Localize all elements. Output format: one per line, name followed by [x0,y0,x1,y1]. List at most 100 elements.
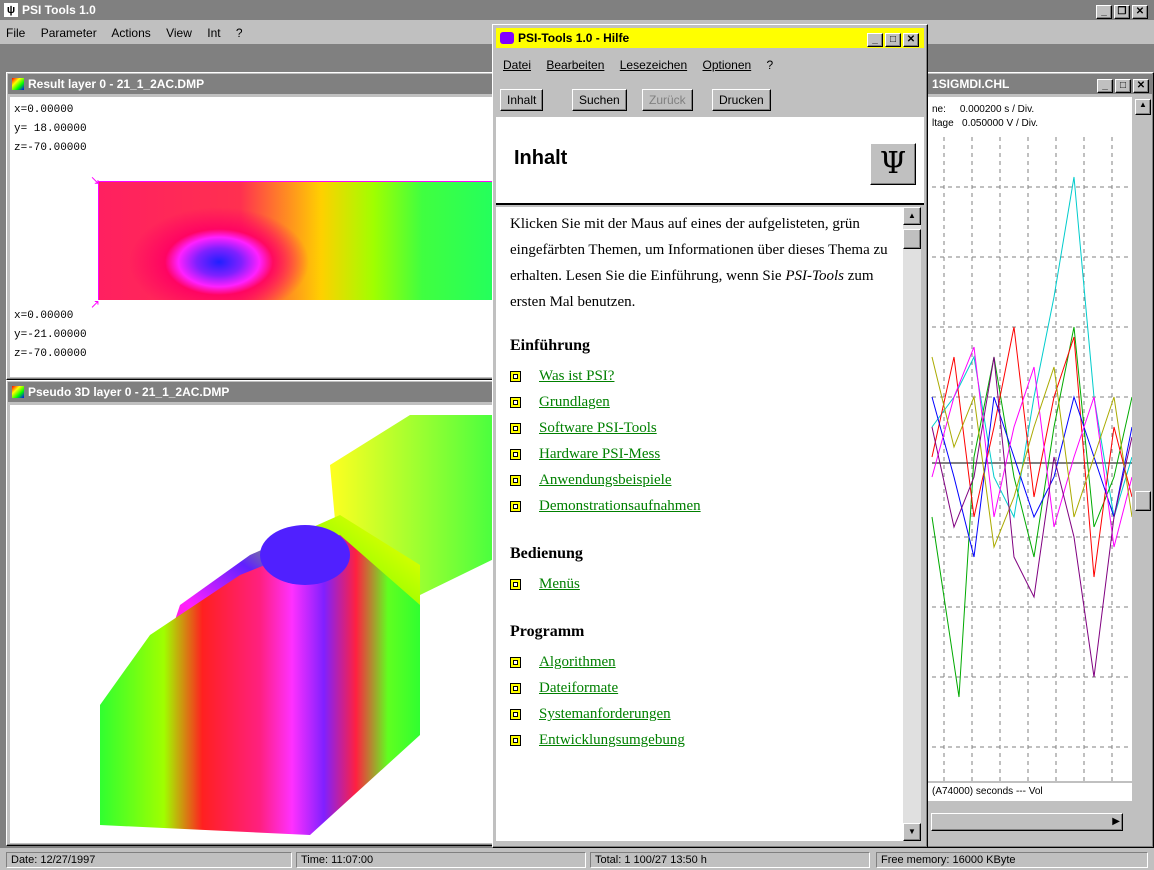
topic-link[interactable]: Menüs [539,576,580,592]
topic-link[interactable]: Hardware PSI-Mess [539,446,661,462]
time-label: ne: [932,104,946,115]
help-scroll-up-icon[interactable]: ▲ [903,207,921,225]
result-window-icon [12,78,24,90]
channel-titlebar[interactable]: 1SIGMDI.CHL [882,74,1152,94]
topic-link[interactable]: Algorithmen [539,654,616,670]
book-icon [510,500,521,512]
peak [260,525,350,585]
result-heatmap[interactable] [98,181,502,300]
menu-file[interactable]: File [6,26,26,40]
status-total: Total: 1 100/27 13:50 h [590,852,870,868]
coord-y-top: y= 18.00000 [14,123,87,135]
help-menu-options[interactable]: Optionen [702,58,752,72]
topic-item[interactable]: Was ist PSI? [510,363,898,389]
channel-vscroll-up[interactable]: ▲ [1135,99,1151,115]
help-menu-help[interactable]: ? [766,58,774,72]
book-icon [510,396,521,408]
help-maximize-icon[interactable]: □ [885,33,901,47]
coord-z-bottom: z=-70.00000 [14,348,87,360]
help-intro-end: zum ersten Mal benutzen. [510,268,874,310]
topic-item[interactable]: Menüs [510,571,898,597]
book-icon [510,578,521,590]
topic-item[interactable]: Entwicklungsumgebung [510,727,898,753]
app-logo-icon: ψ [4,3,18,17]
menu-actions[interactable]: Actions [111,26,151,40]
close-icon[interactable]: ✕ [1132,5,1148,19]
app-titlebar: ψ PSI Tools 1.0 [0,0,1154,20]
topic-item[interactable]: Anwendungsbeispiele [510,467,898,493]
scroll-right-icon[interactable]: ▶ [1112,816,1120,827]
help-menubar: Datei Bearbeiten Lesezeichen Optionen ? [503,55,785,75]
pseudo3d-plot [100,415,502,835]
block-front [100,535,420,835]
help-scroll-thumb[interactable] [903,229,921,249]
channel-footer-text: (A74000) seconds --- Vol [932,786,1043,797]
topic-link[interactable]: Anwendungsbeispiele [539,472,672,488]
channel-hscroll[interactable]: ▶ [931,813,1123,831]
help-window-icon [500,32,514,44]
menu-view[interactable]: View [166,26,192,40]
help-btn-print[interactable]: Drucken [712,89,771,111]
topic-item[interactable]: Dateiformate [510,675,898,701]
menu-parameter[interactable]: Parameter [40,26,97,40]
result-canvas[interactable]: x=0.00000 y= 18.00000 z=-70.00000 ↘ ↗ x=… [10,97,502,377]
channel-close-icon[interactable]: ✕ [1133,79,1149,93]
help-menu-file[interactable]: Datei [503,58,532,72]
help-menu-bookmarks[interactable]: Lesezeichen [619,58,688,72]
help-minimize-icon[interactable]: _ [867,33,883,47]
topic-link[interactable]: Entwicklungsumgebung [539,732,685,748]
restore-icon[interactable]: ❐ [1114,5,1130,19]
help-intro-text: Klicken Sie mit der Maus auf eines der a… [510,216,888,284]
book-icon [510,682,521,694]
channel-header: ne: 0.000200 s / Div. ltage 0.050000 V /… [932,103,1038,131]
book-icon [510,448,521,460]
help-menu-edit[interactable]: Bearbeiten [546,58,605,72]
topic-link[interactable]: Software PSI-Tools [539,420,657,436]
status-memory: Free memory: 16000 KByte [876,852,1148,868]
topic-item[interactable]: Grundlagen [510,389,898,415]
help-btn-back[interactable]: Zurück [642,89,693,111]
topic-link[interactable]: Systemanforderungen [539,706,671,722]
pseudo3d-window: Pseudo 3D layer 0 - 21_1_2AC.DMP [6,380,506,846]
topic-link[interactable]: Was ist PSI? [539,368,615,384]
book-icon [510,474,521,486]
topic-link[interactable]: Grundlagen [539,394,610,410]
app-menubar: File Parameter Actions View Int ? [6,22,486,44]
channel-vscroll-thumb[interactable] [1135,491,1151,511]
help-vscroll[interactable]: ▲ ▼ [903,207,921,841]
topic-item[interactable]: Software PSI-Tools [510,415,898,441]
help-btn-contents[interactable]: Inhalt [500,89,544,111]
channel-minimize-icon[interactable]: _ [1097,79,1113,93]
channel-window-controls: _ □ ✕ [1095,77,1149,93]
help-close-icon[interactable]: ✕ [903,33,919,47]
help-btn-search[interactable]: Suchen [572,89,627,111]
topic-item[interactable]: Algorithmen [510,649,898,675]
topic-link[interactable]: Dateiformate [539,680,619,696]
result-titlebar[interactable]: Result layer 0 - 21_1_2AC.DMP [8,74,504,94]
topic-link[interactable]: Demonstrationsaufnahmen [539,498,701,514]
channel-maximize-icon[interactable]: □ [1115,79,1131,93]
channel-footer: (A74000) seconds --- Vol [884,783,1132,801]
pseudo3d-titlebar[interactable]: Pseudo 3D layer 0 - 21_1_2AC.DMP [8,382,504,402]
help-window: PSI-Tools 1.0 - Hilfe _ □ ✕ Datei Bearbeit… [492,24,928,848]
minimize-icon[interactable]: _ [1096,5,1112,19]
menu-int[interactable]: Int [207,26,221,40]
channel-title: 1SIGMDI.CHL [932,77,1010,91]
app-window-controls: _ ❐ ✕ [1094,3,1148,19]
pseudo3d-canvas[interactable] [10,405,502,843]
help-toolbar: Inhalt Suchen Zurück Drucken [496,87,924,115]
menu-help[interactable]: ? [235,26,243,40]
time-value: 0.000200 s / Div. [959,104,1035,115]
book-icon [510,370,521,382]
help-intro: Klicken Sie mit der Maus auf eines der a… [510,211,898,315]
help-content[interactable]: Klicken Sie mit der Maus auf eines der a… [496,207,908,841]
coord-x-bottom: x=0.00000 [14,310,74,322]
topic-item[interactable]: Systemanforderungen [510,701,898,727]
help-titlebar[interactable]: PSI-Tools 1.0 - Hilfe [496,28,924,48]
marker-top-icon: ↘ [90,173,101,187]
topic-item[interactable]: Hardware PSI-Mess [510,441,898,467]
coord-y-bottom: y=-21.00000 [14,329,87,341]
coord-x-top: x=0.00000 [14,104,74,116]
help-scroll-down-icon[interactable]: ▼ [903,823,921,841]
topic-item[interactable]: Demonstrationsaufnahmen [510,493,898,519]
